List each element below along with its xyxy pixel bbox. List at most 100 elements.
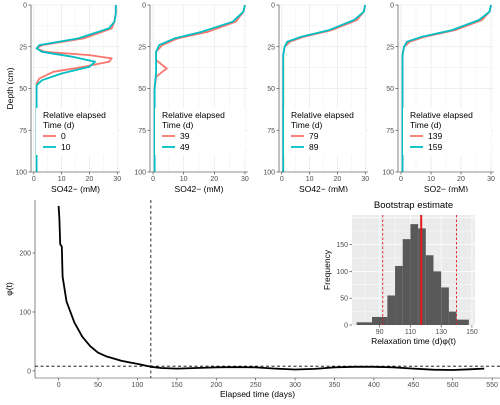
x-tick-label: 500 — [447, 382, 459, 389]
profile-panel-2: 0 10 20 30 0 25 50 75 100 SO42− (mM) Relative elap… — [134, 3, 249, 195]
y-tick-label: 25 — [19, 44, 27, 51]
y-tick-label: 50 — [386, 86, 394, 93]
x-tick-label: 0 — [57, 382, 61, 389]
histogram-bar — [387, 295, 396, 325]
y-tick-label: 0 — [344, 323, 348, 330]
x-axis-label: SO42− (mM) — [299, 184, 348, 194]
y-tick-label: 0 — [27, 368, 31, 375]
legend-title-line2: Time (d) — [410, 120, 441, 130]
legend-label-39: 39 — [180, 131, 190, 141]
x-tick-label: 100 — [132, 382, 144, 389]
series-line-0 — [35, 5, 117, 172]
legend-label-159: 159 — [428, 142, 442, 152]
histogram-bar — [433, 271, 442, 325]
x-axis-label: SO42− (mM) — [175, 184, 224, 194]
x-axis-label: Elapsed time (days) — [220, 389, 295, 399]
legend-label-49: 49 — [180, 142, 190, 152]
x-tick-label: 30 — [487, 176, 495, 183]
x-tick-label: 20 — [334, 176, 342, 183]
y-tick-label: 75 — [267, 128, 275, 135]
x-tick-label: 10 — [58, 176, 66, 183]
legend-title-line1: Relative elapsed — [291, 110, 354, 120]
histogram-bar — [456, 319, 469, 325]
x-tick-label: 10 — [306, 176, 314, 183]
profile-panel-4: 0 10 20 30 0 25 50 75 100 SO2− (mM) Relative elaps… — [382, 3, 495, 195]
series-line-49 — [153, 4, 246, 172]
x-tick-label: 90 — [376, 329, 384, 336]
y-tick-label: 75 — [19, 128, 27, 135]
profile-panel-3: 0 10 20 30 0 25 50 75 100 SO42− (mM) Relative elap… — [263, 3, 369, 195]
y-tick-label: 0 — [23, 3, 27, 10]
phi-curve-line — [57, 205, 485, 371]
legend-label-79: 79 — [309, 131, 319, 141]
histogram-bar — [356, 322, 372, 325]
y-tick-label: 150 — [336, 242, 348, 249]
inset-title: Bootstrap estimate — [374, 200, 453, 211]
y-tick-label: 0 — [271, 3, 275, 10]
histogram-bar — [410, 224, 419, 325]
y-tick-label: 50 — [340, 296, 348, 303]
legend-label-10: 10 — [61, 142, 71, 152]
x-tick-label: 130 — [435, 329, 447, 336]
y-tick-label: 75 — [386, 128, 394, 135]
x-tick-label: 10 — [427, 176, 435, 183]
x-tick-label: 0 — [151, 176, 155, 183]
legend-title-line2: Time (d) — [162, 120, 193, 130]
y-tick-label: 50 — [138, 86, 146, 93]
histogram-bar — [402, 239, 411, 325]
x-tick-label: 0 — [399, 176, 403, 183]
series-line-89 — [282, 4, 367, 172]
histogram-inset: Bootstrap estimate 90 110 130 150 0 50 100 150 Re… — [318, 192, 498, 350]
y-tick-label: 100 — [382, 170, 394, 177]
legend-label-89: 89 — [309, 142, 319, 152]
legend-title-line2: Time (d) — [43, 120, 74, 130]
x-tick-label: 20 — [86, 176, 94, 183]
x-tick-label: 400 — [368, 382, 380, 389]
x-tick-label: 250 — [250, 382, 262, 389]
series-line-10 — [35, 5, 117, 172]
x-axis-label: SO2− (mM) — [424, 184, 468, 194]
x-axis-label: Relaxation time (d)φ(t) — [371, 336, 456, 346]
y-tick-label: 50 — [19, 86, 27, 93]
y-axis-label: φ(t) — [4, 282, 14, 296]
phi-panel: 0 50 100 150 200 250 300 350 400 450 500 5500100200… — [4, 200, 500, 399]
x-tick-label: 20 — [210, 176, 218, 183]
series-line-159 — [401, 4, 492, 172]
x-tick-label: 0 — [280, 176, 284, 183]
y-axis-label: Frequency — [322, 249, 332, 290]
legend-label-139: 139 — [428, 131, 442, 141]
y-tick-label: 100 — [19, 309, 31, 316]
x-tick-label: 30 — [113, 176, 121, 183]
legend-title-line1: Relative elapsed — [410, 110, 473, 120]
x-tick-label: 450 — [407, 382, 419, 389]
x-tick-label: 110 — [405, 329, 416, 336]
x-tick-label: 30 — [361, 176, 369, 183]
y-tick-label: 100 — [263, 170, 275, 177]
histogram-bar — [371, 316, 388, 325]
x-tick-label: 0 — [32, 176, 36, 183]
y-tick-label: 100 — [134, 170, 146, 177]
y-tick-label: 100 — [15, 170, 27, 177]
x-tick-label: 350 — [329, 382, 341, 389]
histogram-bar — [448, 311, 457, 325]
histogram-bar — [395, 265, 403, 325]
histogram-bar — [425, 255, 434, 325]
x-tick-label: 150 — [466, 329, 478, 336]
y-tick-label: 50 — [267, 86, 275, 93]
x-tick-label: 30 — [241, 176, 249, 183]
y-tick-label: 0 — [142, 3, 146, 10]
legend-title-line1: Relative elapsed — [162, 110, 225, 120]
y-tick-label: 25 — [386, 44, 394, 51]
y-tick-label: 0 — [390, 3, 394, 10]
y-tick-label: 25 — [138, 44, 146, 51]
x-axis-label: SO42− (mM) — [51, 184, 100, 194]
y-tick-label: 25 — [267, 44, 275, 51]
legend-label-0: 0 — [61, 131, 66, 141]
y-tick-label: 75 — [138, 128, 146, 135]
x-tick-label: 550 — [486, 382, 498, 389]
x-tick-label: 50 — [94, 382, 102, 389]
y-tick-label: 200 — [19, 251, 31, 258]
